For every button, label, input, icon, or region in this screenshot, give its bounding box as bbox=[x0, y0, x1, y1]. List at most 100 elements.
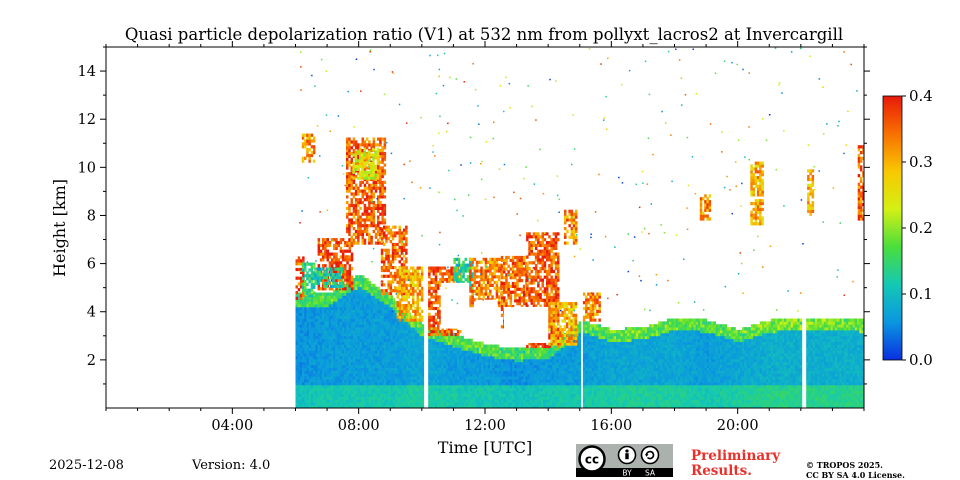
heatmap-cell bbox=[390, 324, 394, 328]
heatmap-cell bbox=[388, 335, 391, 340]
heatmap-cell bbox=[633, 358, 637, 363]
heatmap-cell bbox=[565, 361, 568, 366]
heatmap-cell bbox=[448, 353, 451, 357]
heatmap-cell bbox=[348, 318, 352, 322]
heatmap-cell bbox=[516, 390, 520, 394]
heatmap-cell bbox=[563, 350, 566, 354]
heatmap-cell bbox=[596, 335, 599, 340]
heatmap-cell bbox=[594, 327, 597, 331]
heatmap-cell bbox=[653, 335, 657, 340]
heatmap-cell bbox=[479, 382, 482, 386]
heatmap-cell bbox=[379, 306, 383, 311]
heatmap-cell bbox=[454, 387, 458, 392]
heatmap-cell bbox=[324, 341, 327, 345]
heatmap-cell bbox=[437, 344, 440, 348]
heatmap-cell bbox=[523, 396, 526, 400]
heatmap-cell bbox=[616, 358, 619, 363]
heatmap-cell bbox=[463, 382, 467, 386]
heatmap-cell bbox=[571, 399, 575, 403]
heatmap-cell bbox=[512, 387, 515, 392]
heatmap-cell bbox=[364, 376, 367, 380]
heatmap-cell bbox=[350, 327, 354, 331]
heatmap-cell bbox=[375, 356, 378, 360]
heatmap-cell bbox=[605, 384, 608, 389]
heatmap-cell bbox=[585, 364, 588, 368]
heatmap-cell bbox=[616, 384, 619, 389]
heatmap-cell bbox=[395, 364, 398, 368]
heatmap-cell bbox=[414, 358, 418, 363]
heatmap-cell bbox=[563, 379, 566, 383]
heatmap-cell bbox=[629, 356, 632, 360]
heatmap-cell bbox=[383, 312, 387, 316]
heatmap-cell bbox=[401, 347, 405, 351]
heatmap-cell bbox=[567, 361, 570, 366]
heatmap-cell bbox=[605, 361, 608, 366]
heatmap-cell bbox=[337, 347, 341, 351]
heatmap-cell bbox=[571, 382, 575, 386]
heatmap-cell bbox=[461, 341, 464, 345]
heatmap-cell bbox=[565, 370, 568, 374]
heatmap-cell bbox=[576, 387, 579, 392]
heatmap-cell bbox=[649, 393, 652, 397]
heatmap-cell bbox=[461, 335, 464, 340]
heatmap-cell bbox=[618, 347, 621, 351]
heatmap-cell bbox=[452, 402, 456, 406]
heatmap-cell bbox=[605, 367, 608, 371]
heatmap-cell bbox=[326, 309, 330, 314]
heatmap-cell bbox=[383, 361, 387, 366]
heatmap-cell bbox=[498, 350, 502, 354]
heatmap-cell bbox=[399, 402, 402, 406]
heatmap-cell bbox=[443, 373, 447, 377]
heatmap-cell bbox=[611, 379, 615, 383]
heatmap-cell bbox=[598, 356, 601, 360]
heatmap-cell bbox=[662, 347, 666, 351]
heatmap-cell bbox=[569, 373, 573, 377]
heatmap-cell bbox=[452, 376, 456, 380]
heatmap-cell bbox=[651, 332, 654, 337]
heatmap-cell bbox=[319, 292, 323, 296]
heatmap-cell bbox=[322, 353, 325, 357]
heatmap-cell bbox=[607, 390, 610, 394]
heatmap-cell bbox=[629, 390, 632, 394]
heatmap-cell bbox=[571, 384, 575, 389]
heatmap-cell bbox=[430, 379, 433, 383]
heatmap-cell bbox=[335, 318, 338, 322]
heatmap-cell bbox=[633, 347, 637, 351]
heatmap-cell bbox=[585, 330, 588, 334]
heatmap-cell bbox=[313, 370, 316, 374]
heatmap-cell bbox=[538, 358, 542, 363]
heatmap-cell bbox=[602, 361, 606, 366]
heatmap-cell bbox=[335, 292, 338, 296]
heatmap-cell bbox=[655, 384, 659, 389]
heatmap-cell bbox=[463, 399, 467, 403]
heatmap-cell bbox=[501, 361, 504, 366]
heatmap-cell bbox=[359, 344, 363, 348]
heatmap-cell bbox=[622, 347, 626, 351]
heatmap-cell bbox=[406, 344, 409, 348]
heatmap-cell bbox=[636, 332, 639, 337]
heatmap-cell bbox=[589, 405, 593, 408]
heatmap-cell bbox=[322, 341, 325, 345]
heatmap-cell bbox=[638, 393, 641, 397]
heatmap-cell bbox=[605, 405, 608, 408]
heatmap-cell bbox=[591, 332, 595, 337]
heatmap-cell bbox=[622, 364, 626, 368]
heatmap-cell bbox=[521, 387, 524, 392]
heatmap-cell bbox=[613, 367, 617, 371]
heatmap-cell bbox=[377, 370, 380, 374]
heatmap-cell bbox=[406, 373, 409, 377]
heatmap-cell bbox=[388, 353, 391, 357]
heatmap-cell bbox=[514, 367, 517, 371]
heatmap-cell bbox=[417, 324, 420, 328]
heatmap-cell bbox=[410, 393, 414, 397]
heatmap-cell bbox=[585, 405, 588, 408]
heatmap-cell bbox=[633, 335, 637, 340]
heatmap-cell bbox=[317, 350, 321, 354]
heatmap-cell bbox=[333, 396, 336, 400]
heatmap-cell bbox=[308, 341, 312, 345]
heatmap-cell bbox=[474, 367, 478, 371]
heatmap-cell bbox=[306, 350, 310, 354]
heatmap-cell bbox=[306, 306, 310, 311]
heatmap-cell bbox=[558, 405, 562, 408]
heatmap-cell bbox=[563, 390, 566, 394]
